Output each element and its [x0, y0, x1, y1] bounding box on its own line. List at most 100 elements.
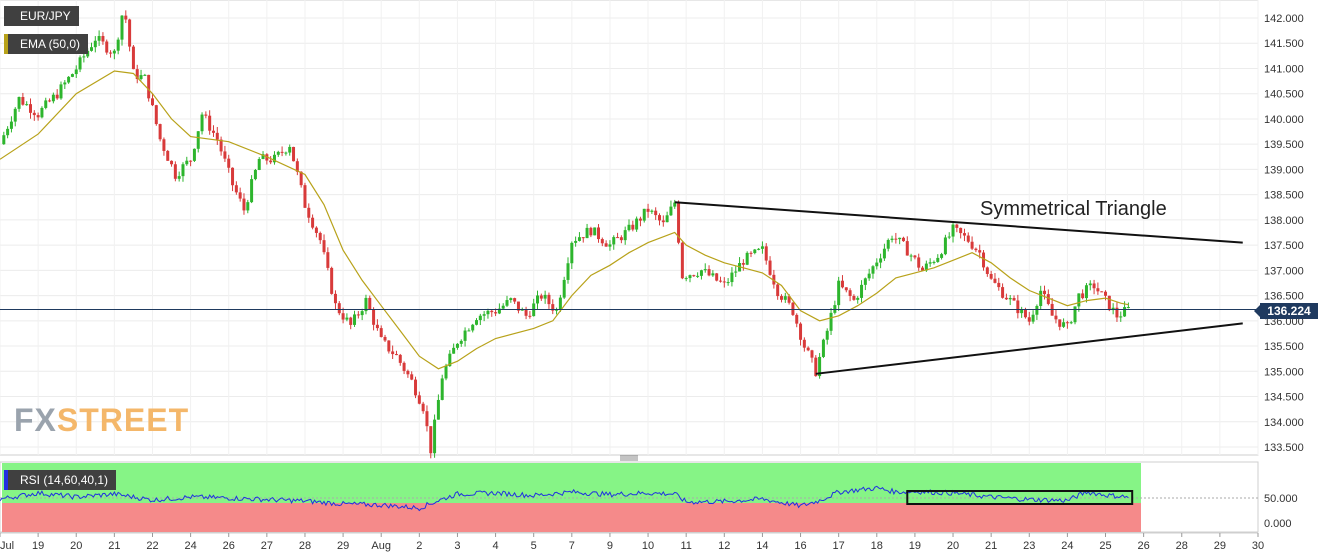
- xaxis-tick-label: 24: [1061, 540, 1073, 552]
- candle-body: [440, 378, 444, 400]
- price-tick-label: 137.500: [1264, 240, 1304, 252]
- candle-body: [303, 185, 307, 208]
- candle-body: [433, 419, 437, 454]
- candle-body: [292, 146, 296, 162]
- candle-body: [398, 354, 402, 363]
- candle-body: [940, 254, 944, 258]
- candle-body: [1065, 322, 1069, 324]
- candle-body: [741, 263, 745, 265]
- xaxis: Jul 19 20 21 22 24 26 27 28 29 Aug 2 3 4 5 7 9 10 11 12 14 16…: [0, 532, 1264, 552]
- rsi-tag[interactable]: RSI (14,60,40,1): [4, 470, 117, 490]
- xaxis-tick-label: Jul: [0, 540, 14, 552]
- candle-body: [642, 208, 646, 221]
- candle-body: [101, 36, 105, 42]
- price-tick-label: 137.000: [1264, 265, 1304, 277]
- candle-body: [6, 128, 10, 136]
- candle-body: [555, 309, 559, 311]
- candle-body: [673, 202, 677, 207]
- candle-body: [570, 242, 574, 264]
- xaxis-tick-label: 21: [108, 540, 120, 552]
- candle-body: [63, 82, 67, 85]
- ema-tag[interactable]: EMA (50,0): [4, 34, 89, 54]
- candle-body: [82, 56, 86, 58]
- candle-body: [471, 324, 475, 331]
- candle-body: [833, 305, 837, 313]
- candle-body: [692, 275, 696, 277]
- price-tick-label: 140.000: [1264, 114, 1304, 126]
- candle-body: [787, 296, 791, 303]
- candle-body: [109, 52, 113, 54]
- candle-body: [333, 293, 337, 304]
- candle-body: [848, 290, 852, 296]
- candle-body: [665, 215, 669, 223]
- candle-body: [840, 280, 844, 288]
- candle-body: [524, 309, 528, 316]
- candle-body: [67, 76, 71, 83]
- candle-body: [59, 84, 63, 99]
- candle-body: [997, 282, 1001, 288]
- xaxis-tick-label: 26: [1138, 540, 1150, 552]
- candle-body: [330, 267, 334, 294]
- symbol-tag[interactable]: EUR/JPY: [4, 6, 79, 26]
- candle-body: [574, 240, 578, 243]
- symbol-label: EUR/JPY: [20, 9, 71, 23]
- candle-body: [2, 135, 6, 145]
- trendline-upper[interactable]: [674, 201, 1243, 244]
- candle-body: [730, 272, 734, 283]
- candle-body: [345, 317, 349, 320]
- candle-body: [379, 328, 383, 337]
- xaxis-tick-label: 2: [416, 540, 422, 552]
- candle-body: [1126, 307, 1130, 309]
- xaxis-tick-label: 24: [184, 540, 196, 552]
- candle-body: [894, 238, 898, 240]
- candle-body: [661, 220, 665, 223]
- candle-body: [783, 296, 787, 300]
- candle-body: [25, 104, 29, 106]
- candle-body: [863, 278, 867, 285]
- candle-body: [162, 139, 166, 151]
- candle-body: [215, 132, 219, 140]
- candle-body: [1123, 307, 1127, 317]
- rsi-highlight-box[interactable]: [906, 490, 1134, 505]
- xaxis-tick-label: 19: [909, 540, 921, 552]
- candle-body: [657, 215, 661, 221]
- candle-body: [360, 311, 364, 316]
- candle-body: [353, 314, 357, 325]
- candle-body: [921, 267, 925, 271]
- candle-body: [364, 297, 368, 312]
- candle-body: [1016, 300, 1020, 314]
- candle-body: [211, 130, 215, 133]
- candle-body: [295, 161, 299, 172]
- candle-body: [898, 237, 902, 240]
- candle-body: [375, 324, 379, 329]
- ema-line: [0, 70, 1129, 370]
- candle-body: [562, 279, 566, 298]
- candle-body: [475, 320, 479, 325]
- candle-body: [452, 347, 456, 354]
- price-tick-label: 134.000: [1264, 417, 1304, 429]
- trendline-lower[interactable]: [815, 322, 1243, 375]
- candle-body: [886, 239, 890, 249]
- candle-body: [722, 281, 726, 283]
- candle-body: [51, 94, 55, 102]
- candle-body: [932, 261, 936, 263]
- rsi-oversold-zone: [2, 503, 1141, 532]
- xaxis-tick-label: 11: [680, 540, 691, 552]
- candle-body: [749, 252, 753, 254]
- candle-body: [867, 273, 871, 279]
- candle-body: [982, 252, 986, 268]
- ema-series-line: [0, 70, 1129, 370]
- xaxis-tick-label: 12: [718, 540, 730, 552]
- candle-body: [40, 107, 44, 118]
- candle-body: [257, 159, 261, 170]
- candle-body: [189, 160, 193, 162]
- candle-body: [185, 160, 189, 165]
- candle-body: [17, 97, 21, 109]
- price-tick-label: 134.500: [1264, 392, 1304, 404]
- xaxis-tick-label: 4: [493, 540, 499, 552]
- candle-body: [837, 280, 841, 306]
- candle-body: [779, 296, 783, 300]
- triangle-annotation: Symmetrical Triangle: [980, 198, 1167, 220]
- candle-body: [341, 313, 345, 320]
- candle-body: [593, 227, 597, 236]
